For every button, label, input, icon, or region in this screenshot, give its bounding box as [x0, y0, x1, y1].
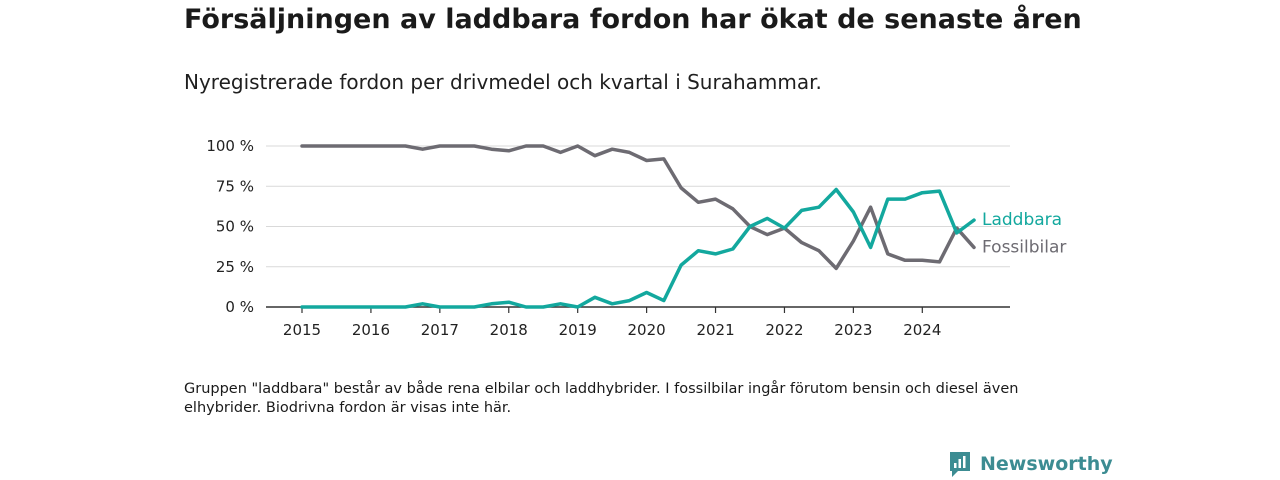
newsworthy-logo-icon [950, 452, 970, 477]
brand-name: Newsworthy [980, 453, 1113, 475]
x-tick-label: 2019 [559, 321, 597, 339]
series-label-laddbara: Laddbara [982, 210, 1062, 230]
series-line-laddbara [300, 187, 976, 309]
brand[interactable]: Newsworthy [948, 450, 1113, 478]
chart-title: Försäljningen av laddbara fordon har öka… [184, 4, 1082, 35]
x-tick-label: 2023 [834, 321, 872, 339]
x-tick-label: 2024 [903, 321, 941, 339]
y-tick-label: 0 % [225, 298, 254, 316]
y-tick-label: 100 % [206, 137, 254, 155]
y-tick-label: 50 % [216, 218, 254, 236]
x-tick-label: 2022 [765, 321, 803, 339]
series-line-fossilbilar [300, 144, 976, 271]
x-tick-label: 2021 [696, 321, 734, 339]
x-tick-label: 2015 [283, 321, 321, 339]
footnote: Gruppen "laddbara" består av både rena e… [184, 381, 1019, 416]
x-tick-label: 2016 [352, 321, 390, 339]
y-tick-label: 75 % [216, 177, 254, 195]
x-tick-label: 2020 [628, 321, 666, 339]
chart-subtitle: Nyregistrerade fordon per drivmedel och … [184, 70, 822, 94]
x-tick-label: 2018 [490, 321, 528, 339]
series-label-fossilbilar: Fossilbilar [982, 237, 1066, 257]
y-tick-label: 25 % [216, 258, 254, 276]
x-tick-label: 2017 [421, 321, 459, 339]
